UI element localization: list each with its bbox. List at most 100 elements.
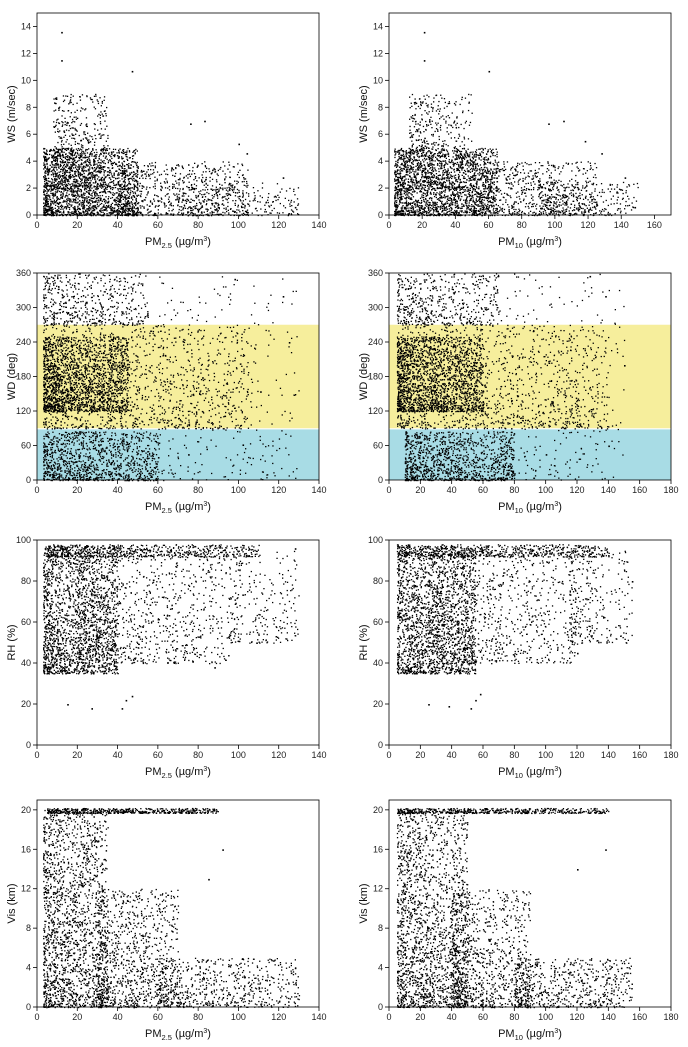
scatter-point [248, 196, 249, 197]
scatter-point [212, 179, 213, 180]
scatter-point [86, 205, 87, 206]
scatter-point [107, 175, 108, 176]
scatter-point [470, 188, 471, 189]
scatter-point [141, 170, 142, 171]
scatter-point [193, 209, 194, 210]
scatter-point [395, 161, 396, 162]
scatter-point [449, 172, 450, 173]
scatter-point [199, 202, 200, 203]
scatter-point [120, 205, 121, 206]
scatter-point [74, 171, 75, 172]
scatter-point [199, 177, 200, 178]
scatter-point [63, 165, 64, 166]
scatter-point [225, 176, 226, 177]
scatter-point [111, 204, 112, 205]
scatter-point [227, 193, 228, 194]
scatter-point [124, 165, 125, 166]
scatter-point [116, 164, 117, 165]
scatter-point [60, 181, 61, 182]
scatter-point [65, 153, 66, 154]
scatter-point [127, 160, 128, 161]
scatter-point [189, 182, 190, 183]
scatter-point [190, 208, 191, 209]
scatter-point [57, 196, 58, 197]
scatter-point [215, 202, 216, 203]
scatter-point [227, 187, 228, 188]
scatter-point [141, 193, 142, 194]
scatter-point [116, 184, 117, 185]
scatter-point [82, 169, 83, 170]
scatter-point [451, 210, 452, 211]
scatter-point [489, 162, 490, 163]
scatter-point [212, 170, 213, 171]
scatter-point [226, 190, 227, 191]
scatter-point [105, 188, 106, 189]
scatter-point [56, 213, 57, 214]
scatter-point [248, 193, 249, 194]
scatter-point [206, 200, 207, 201]
scatter-point [166, 205, 167, 206]
scatter-point [186, 199, 187, 200]
scatter-point [54, 182, 55, 183]
scatter-point [180, 188, 181, 189]
scatter-point [216, 181, 217, 182]
scatter-point [246, 192, 247, 193]
scatter-point [107, 187, 108, 188]
scatter-point [104, 110, 105, 111]
scatter-point [155, 166, 156, 167]
scatter-point [122, 173, 123, 174]
scatter-point [57, 191, 58, 192]
scatter-point [216, 179, 217, 180]
scatter-point [264, 205, 265, 206]
scatter-point [161, 201, 162, 202]
scatter-point [89, 166, 90, 167]
scatter-point [67, 160, 68, 161]
scatter-point [223, 161, 224, 162]
scatter-point [117, 209, 118, 210]
y-tick-label: 2 [26, 183, 31, 193]
scatter-point [178, 198, 179, 199]
scatter-point [157, 180, 158, 181]
scatter-point [247, 203, 248, 204]
scatter-point [222, 189, 223, 190]
scatter-point [76, 119, 77, 120]
scatter-point [220, 167, 221, 168]
scatter-point [136, 180, 137, 181]
scatter-point [43, 177, 44, 178]
scatter-point [81, 203, 82, 204]
scatter-point [110, 209, 111, 210]
scatter-point [46, 178, 47, 179]
scatter-point [109, 182, 110, 183]
scatter-point [156, 195, 157, 196]
scatter-point [238, 205, 239, 206]
scatter-point [224, 178, 225, 179]
scatter-point [119, 191, 120, 192]
scatter-point [149, 187, 150, 188]
scatter-point [280, 203, 281, 204]
scatter-point [153, 199, 154, 200]
scatter-point [62, 184, 63, 185]
scatter-point [76, 197, 77, 198]
scatter-point [158, 212, 159, 213]
scatter-point [96, 156, 97, 157]
scatter-point [193, 179, 194, 180]
scatter-point [104, 147, 105, 148]
scatter-point [56, 163, 57, 164]
scatter-point [92, 167, 93, 168]
scatter-point [206, 179, 207, 180]
scatter-point [80, 166, 81, 167]
scatter-point [202, 174, 203, 175]
scatter-point [102, 212, 103, 213]
scatter-point [213, 196, 214, 197]
scatter-point [188, 200, 189, 201]
scatter-point [139, 191, 140, 192]
scatter-point [118, 172, 119, 173]
scatter-point [260, 201, 261, 202]
scatter-point [125, 175, 126, 176]
scatter-point [196, 180, 197, 181]
scatter-point [53, 173, 54, 174]
scatter-point [492, 155, 493, 156]
scatter-point [73, 155, 74, 156]
scatter-point [125, 173, 126, 174]
scatter-point [183, 195, 184, 196]
